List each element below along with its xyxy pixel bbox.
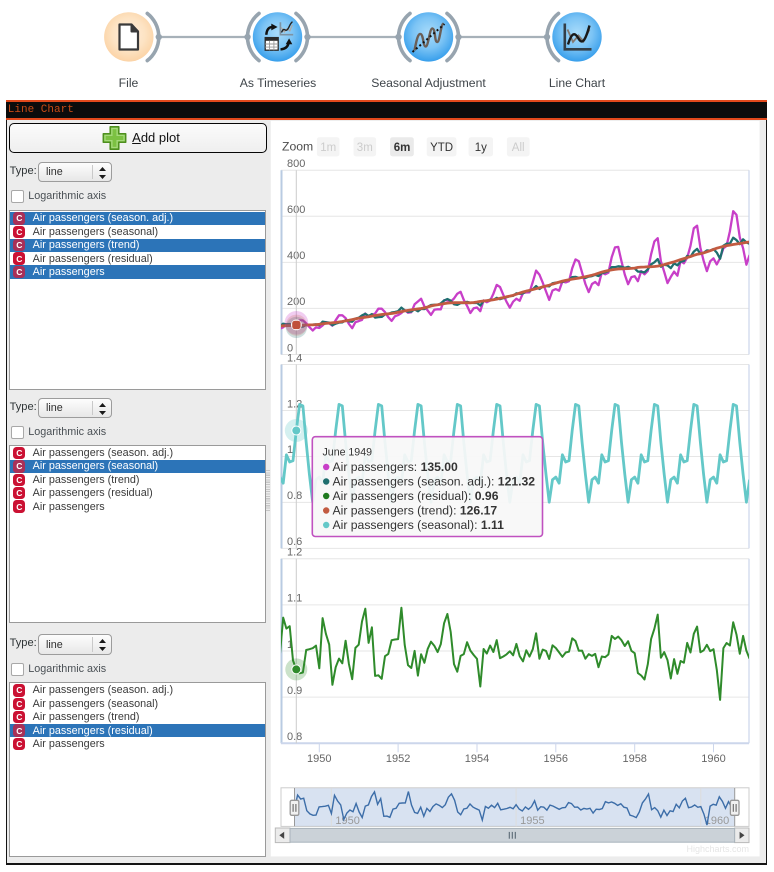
svg-text:YTD: YTD — [430, 142, 453, 154]
svg-text:Air passengers (residual): 0.9: Air passengers (residual): 0.96 — [333, 489, 499, 503]
svg-text:3m: 3m — [357, 142, 373, 154]
svg-text:1.4: 1.4 — [287, 352, 302, 364]
svg-text:1: 1 — [287, 444, 293, 456]
svg-text:1956: 1956 — [544, 753, 568, 765]
svg-text:Air passengers (seasonal): 1.1: Air passengers (seasonal): 1.11 — [333, 518, 505, 532]
svg-text:Highcharts.com: Highcharts.com — [686, 844, 749, 854]
svg-text:1m: 1m — [320, 142, 336, 154]
svg-text:1958: 1958 — [622, 753, 646, 765]
svg-text:1960: 1960 — [705, 815, 729, 827]
svg-text:6m: 6m — [394, 142, 411, 154]
svg-text:1.1: 1.1 — [287, 593, 302, 605]
svg-text:800: 800 — [287, 158, 305, 170]
svg-text:1950: 1950 — [335, 815, 359, 827]
svg-text:Seasonal Adjustment: Seasonal Adjustment — [371, 76, 486, 90]
svg-text:1: 1 — [287, 639, 293, 651]
svg-text:0.6: 0.6 — [287, 536, 302, 548]
svg-text:1955: 1955 — [520, 815, 544, 827]
svg-text:1952: 1952 — [386, 753, 410, 765]
svg-text:0.8: 0.8 — [287, 731, 302, 743]
svg-text:All: All — [512, 142, 525, 154]
svg-text:1.2: 1.2 — [287, 547, 302, 559]
svg-text:1954: 1954 — [465, 753, 489, 765]
svg-text:As Timeseries: As Timeseries — [240, 76, 317, 90]
svg-text:Air passengers (season. adj.):: Air passengers (season. adj.): 121.32 — [333, 474, 536, 488]
svg-text:1y: 1y — [475, 142, 487, 154]
svg-text:0.9: 0.9 — [287, 685, 302, 697]
svg-text:1950: 1950 — [307, 753, 331, 765]
svg-text:Line Chart: Line Chart — [549, 76, 606, 90]
svg-text:Air passengers: 135.00: Air passengers: 135.00 — [333, 460, 459, 474]
svg-text:0: 0 — [287, 342, 293, 354]
svg-text:0.8: 0.8 — [287, 490, 302, 502]
svg-text:File: File — [119, 76, 139, 90]
svg-text:1960: 1960 — [701, 753, 725, 765]
svg-text:Air passengers (trend): 126.17: Air passengers (trend): 126.17 — [333, 503, 498, 517]
svg-text:Zoom: Zoom — [282, 140, 313, 154]
svg-text:June 1949: June 1949 — [323, 446, 373, 458]
